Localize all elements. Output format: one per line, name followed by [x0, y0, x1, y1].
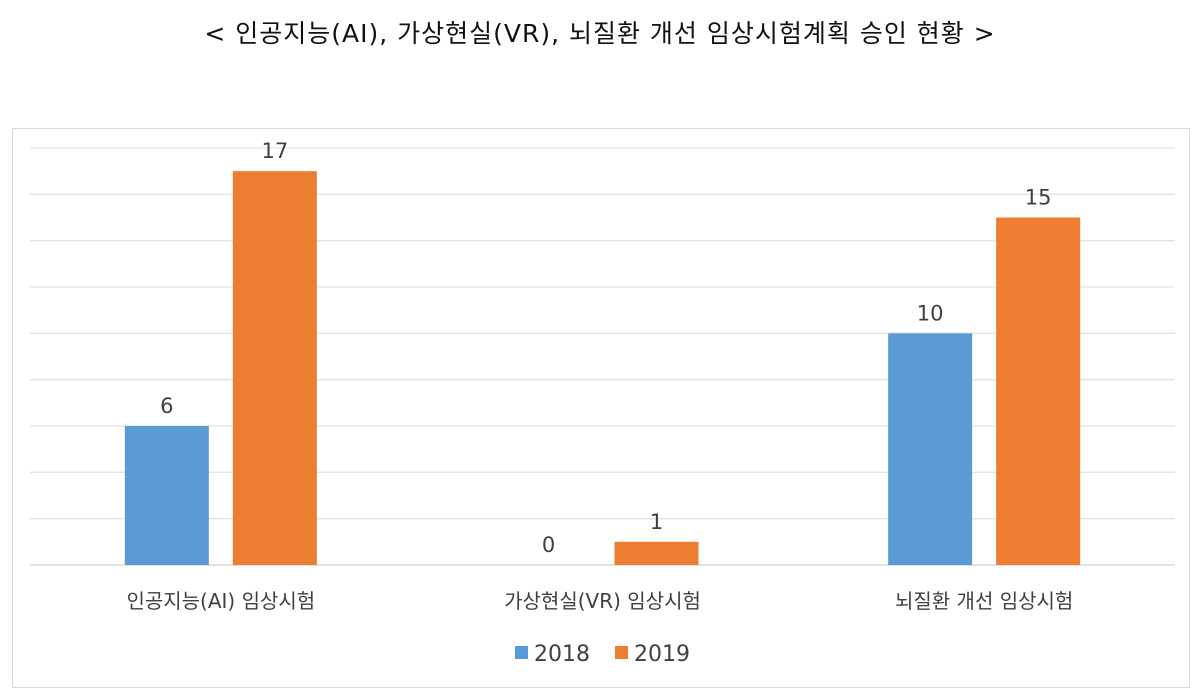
data-label: 10 — [917, 301, 944, 325]
legend-swatch-2019 — [615, 646, 628, 659]
data-label: 0 — [542, 533, 555, 557]
chart-title: < 인공지능(AI), 가상현실(VR), 뇌질환 개선 임상시험계획 승인 현… — [204, 19, 996, 48]
data-label: 17 — [261, 139, 288, 163]
legend-label: 2019 — [634, 642, 690, 667]
data-label: 15 — [1025, 186, 1052, 210]
category-label: 뇌질환 개선 임상시험 — [895, 589, 1073, 613]
bar-2019 — [996, 217, 1081, 565]
legend-swatch-2018 — [515, 646, 528, 659]
bar-2019 — [614, 541, 699, 565]
chart-area — [12, 128, 1190, 688]
data-label: 6 — [160, 394, 173, 418]
bar-2018 — [888, 333, 973, 565]
legend-label: 2018 — [534, 642, 590, 667]
bar-2019 — [232, 171, 317, 565]
category-label: 가상현실(VR) 임상시험 — [504, 589, 701, 613]
data-label: 1 — [650, 510, 663, 534]
category-label: 인공지능(AI) 임상시험 — [126, 589, 315, 613]
bar-2018 — [124, 426, 209, 565]
